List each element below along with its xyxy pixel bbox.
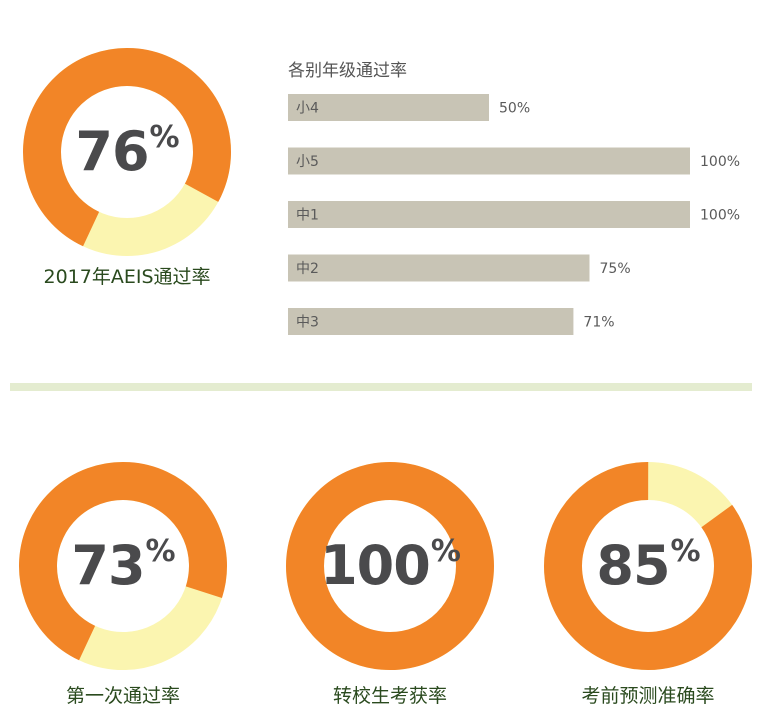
prediction-donut-svg [544,462,752,670]
prediction-donut-percent-sign: % [670,534,701,569]
first-pass-donut-value-slice [19,462,227,670]
grade-bar-category-label: 中1 [296,208,319,224]
grade-bar-category-label: 中3 [296,315,319,331]
transfer-donut-chart: 100% [285,461,495,671]
grade-bar-category-label: 中2 [296,261,319,277]
grade-bar [288,254,590,282]
prediction-donut-chart: 85% [543,461,753,671]
top-donut-percent-sign: % [149,120,180,155]
prediction-donut-number: 85 [596,534,670,597]
first-pass-donut-svg [19,462,227,670]
first-pass-donut-chart: 73% [18,461,228,671]
grade-bar [288,308,574,335]
first-pass-donut-label: 第一次通过率 [65,685,180,707]
grade-bar-category-label: 小5 [296,154,319,170]
grade-bar [288,201,690,228]
transfer-donut-number: 100 [320,534,431,597]
top-donut-value-slice [23,48,231,256]
grade-bar-value-label: 100% [700,208,740,224]
first-pass-donut-value: 73% [18,461,228,671]
transfer-donut-value: 100% [285,461,495,671]
transfer-donut-value-slice [286,462,494,670]
first-pass-donut-number: 73 [71,534,145,597]
grade-bar-category-label: 小4 [296,101,319,117]
section-divider [10,383,752,391]
top-donut-value: 76% [22,47,232,257]
bars-title: 各别年级通过率 [288,61,407,81]
grade-bar-value-label: 50% [499,101,530,117]
top-donut-svg [23,48,231,256]
grade-bar [288,94,489,121]
prediction-donut-label: 考前预测准确率 [581,685,715,707]
top-donut-number: 76 [75,120,149,183]
grade-bar-value-label: 71% [583,315,614,331]
top-donut-chart: 76% [22,47,232,257]
grade-bar-chart-svg: 小4 50% 小5 100% 中1 100% 中2 75% 中3 71% [288,94,740,335]
top-donut-label: 2017年AEIS通过率 [43,266,211,288]
transfer-donut-label: 转校生考获率 [332,685,447,707]
transfer-donut-svg [286,462,494,670]
transfer-donut-percent-sign: % [430,534,461,569]
prediction-donut-value: 85% [543,461,753,671]
grade-bar-value-label: 100% [700,154,740,170]
prediction-donut-value-slice [544,462,752,670]
first-pass-donut-percent-sign: % [145,534,176,569]
grade-bar-value-label: 75% [600,261,631,277]
grade-bar [288,147,690,175]
